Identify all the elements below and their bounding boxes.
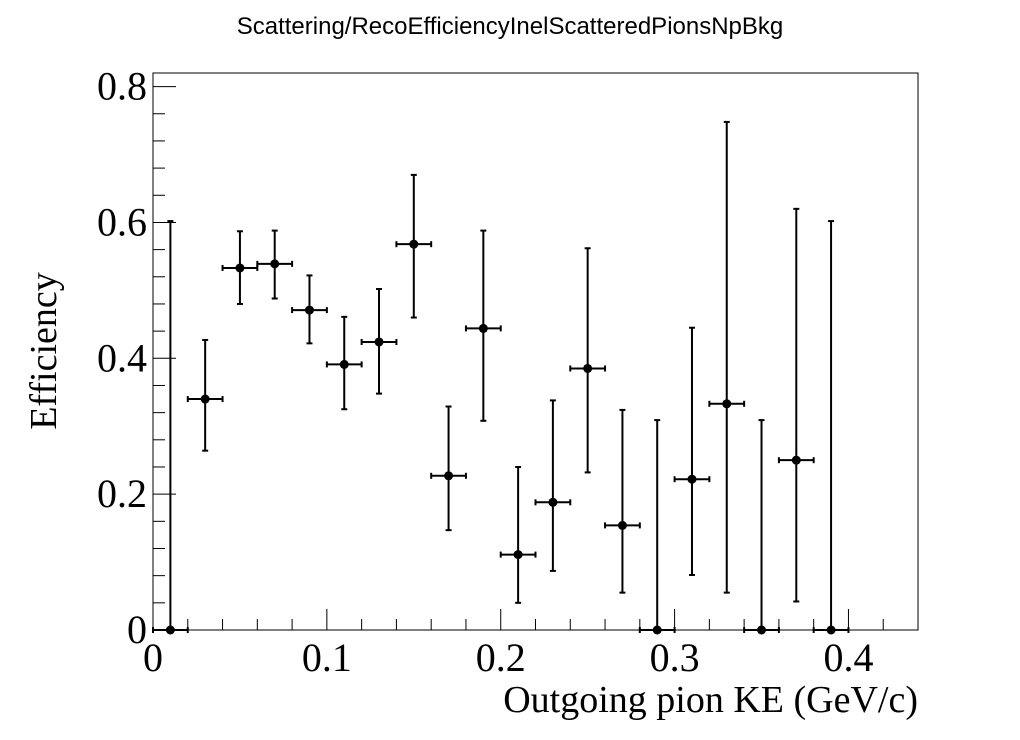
- data-marker: [617, 520, 627, 530]
- plot-frame: [152, 72, 919, 631]
- data-marker: [687, 474, 697, 484]
- x-axis-title: Outgoing pion KE (GeV/c): [503, 679, 918, 721]
- data-point: [708, 120, 746, 594]
- data-point: [499, 465, 537, 604]
- x-tick-label: 0.1: [302, 635, 352, 680]
- data-point: [464, 229, 502, 422]
- data-marker: [165, 625, 175, 635]
- data-point: [638, 419, 676, 635]
- x-tick-label: 0.2: [476, 635, 526, 680]
- data-marker: [304, 305, 314, 315]
- x-tick-label: 0: [143, 635, 163, 680]
- data-marker: [548, 497, 558, 507]
- data-marker: [583, 363, 593, 373]
- data-marker: [409, 239, 419, 249]
- data-marker: [235, 263, 245, 273]
- data-marker: [339, 359, 349, 369]
- data-point: [569, 247, 607, 474]
- x-tick-label: 0.4: [823, 635, 873, 680]
- x-tick-label: 0.3: [650, 635, 700, 680]
- data-marker: [757, 625, 767, 635]
- data-point: [186, 338, 224, 452]
- data-marker: [513, 550, 523, 560]
- data-marker: [722, 399, 732, 409]
- data-marker: [270, 259, 280, 269]
- data-point: [395, 173, 433, 319]
- data-point: [291, 274, 328, 345]
- data-marker: [444, 471, 454, 481]
- data-marker: [200, 394, 210, 404]
- data-point: [430, 405, 467, 532]
- y-tick-label: 0.4: [97, 335, 147, 380]
- y-axis: 0 0.2 0.4 0.6 0.8: [97, 64, 176, 652]
- data-point: [325, 315, 363, 411]
- data-marker: [826, 625, 836, 635]
- data-marker: [791, 455, 801, 465]
- data-point: [221, 230, 259, 305]
- data-point: [534, 399, 572, 572]
- chart-title: Scattering/RecoEfficiencyInelScatteredPi…: [237, 13, 784, 40]
- data-series: [152, 120, 850, 635]
- data-point: [812, 220, 850, 635]
- y-tick-label: 0.6: [97, 199, 147, 244]
- data-point: [673, 326, 711, 576]
- data-point: [777, 207, 815, 603]
- x-axis: 0 0.1 0.2 0.3 0.4: [143, 609, 919, 680]
- data-marker: [478, 323, 488, 333]
- data-point: [743, 419, 780, 635]
- y-tick-label: 0: [127, 607, 147, 652]
- data-point: [360, 288, 398, 395]
- data-marker: [652, 625, 662, 635]
- y-tick-label: 0.8: [97, 64, 147, 109]
- data-marker: [374, 337, 384, 347]
- data-point: [152, 220, 189, 635]
- y-axis-title: Efficiency: [23, 272, 65, 430]
- y-tick-label: 0.2: [97, 471, 147, 516]
- data-point: [604, 408, 641, 594]
- data-point: [256, 229, 294, 300]
